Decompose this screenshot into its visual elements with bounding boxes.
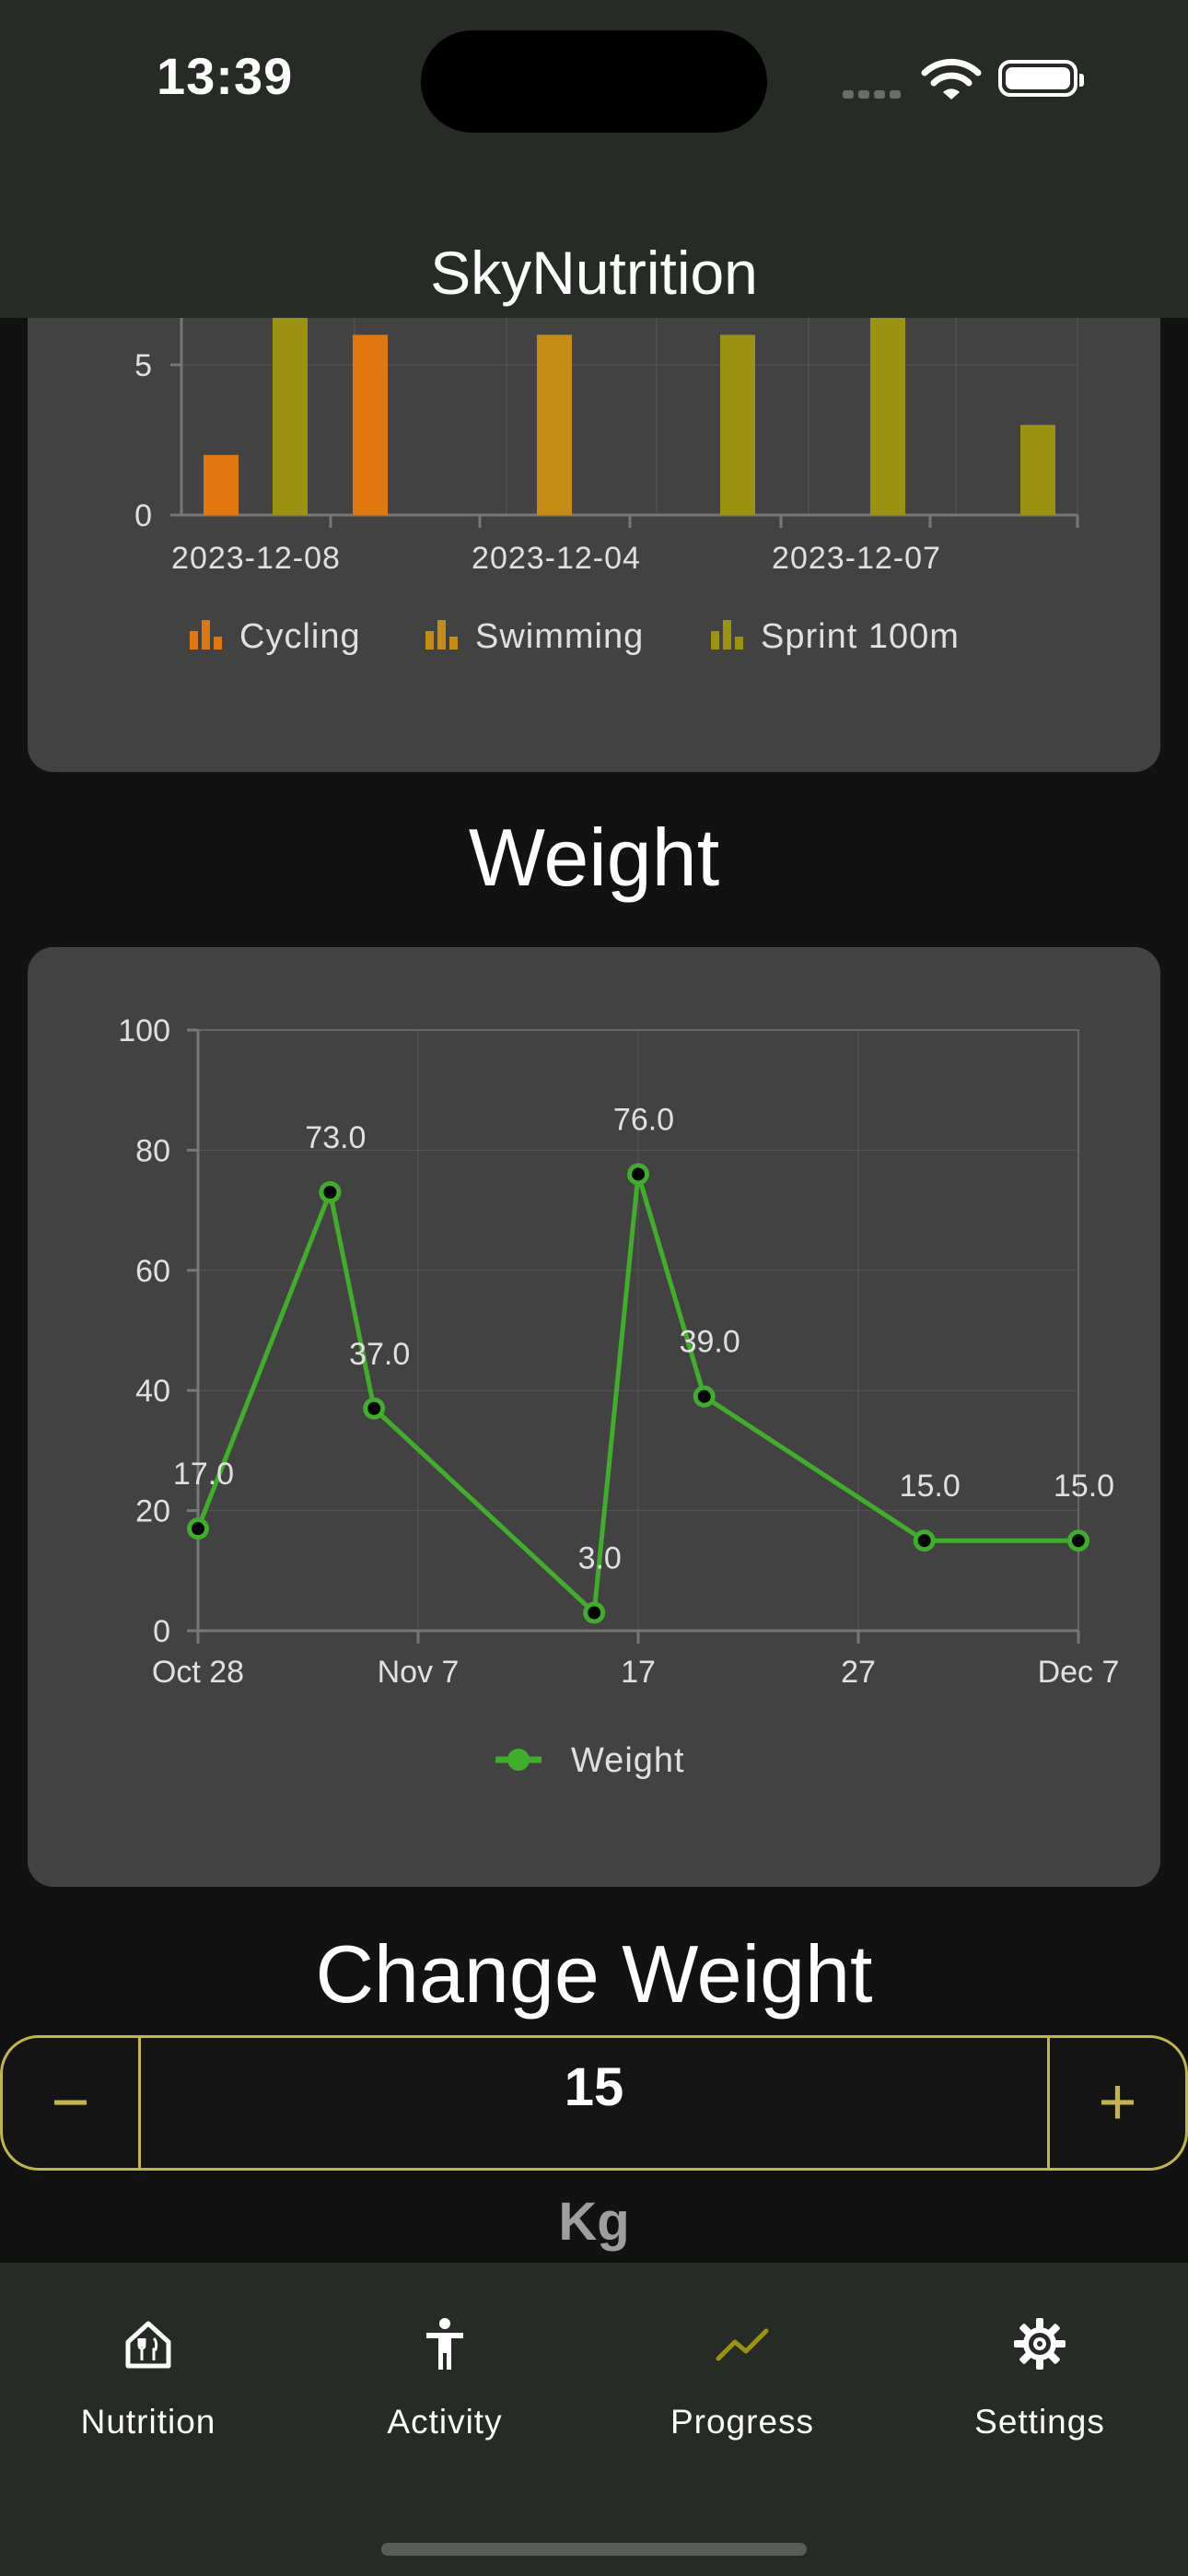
app-title: SkyNutrition: [430, 239, 758, 307]
status-time: 13:39: [157, 47, 294, 105]
bar-sprint-100m: [1020, 425, 1055, 515]
legend-label: Weight: [571, 1741, 685, 1780]
battery-icon: [998, 60, 1084, 97]
y-tick-label: 40: [135, 1374, 170, 1409]
legend-label: Cycling: [239, 617, 361, 656]
x-tick-label: 2023-12-07: [772, 541, 941, 576]
weight-chart-card: 0 20 40 60 80 100 Oct 28 Nov 7 17 27 Dec 7 17.0 73.0…: [28, 947, 1160, 1887]
data-label: 17.0: [173, 1457, 234, 1492]
nav-item-activity[interactable]: Activity: [297, 2263, 593, 2465]
y-tick-label: 20: [135, 1494, 170, 1529]
weight-stepper: − 15 +: [0, 2035, 1188, 2171]
x-tick-label: Nov 7: [378, 1655, 460, 1690]
status-bar: 13:39: [0, 0, 1188, 175]
bar-sprint-100m: [720, 334, 755, 515]
activity-chart-card: 0 5 2023-12-08 2023-12-04 2023-12-07 Cycling S…: [28, 318, 1160, 772]
x-tick-label: Dec 7: [1038, 1655, 1120, 1690]
settings-icon: [1014, 2318, 1066, 2370]
y-tick-label: 0: [134, 498, 152, 533]
data-label: 3.0: [578, 1540, 622, 1575]
dynamic-island: [421, 30, 767, 133]
activity-icon: [426, 2318, 463, 2370]
bar-swimming: [537, 334, 572, 515]
legend-label: Swimming: [475, 617, 644, 656]
home-indicator: [381, 2543, 807, 2556]
x-tick-label: 2023-12-08: [171, 541, 341, 576]
nav-item-progress[interactable]: Progress: [594, 2263, 891, 2465]
bar-cycling: [204, 454, 239, 515]
weight-line-chart: 0 20 40 60 80 100 Oct 28 Nov 7 17 27 Dec 7 17.0 73.0…: [118, 1013, 1120, 1780]
change-weight-title: Change Weight: [315, 1928, 873, 2020]
legend-label: Sprint 100m: [761, 617, 960, 656]
data-label: 39.0: [680, 1325, 740, 1360]
weight-line: [195, 1171, 1078, 1615]
bar-cycling: [353, 334, 388, 515]
x-tick-label: 27: [841, 1655, 876, 1690]
increment-button[interactable]: +: [1047, 2038, 1185, 2168]
legend-swatch-cycling: [190, 631, 198, 650]
activity-bar-chart: 0 5 2023-12-08 2023-12-04 2023-12-07 Cycling S…: [134, 318, 1079, 656]
bar-sprint-100m: [870, 318, 905, 515]
bottom-navigation: Nutrition Activity Progress: [0, 2263, 1188, 2576]
progress-icon: [716, 2328, 769, 2361]
bar-sprint-100m: [273, 318, 308, 515]
weight-unit-label: Kg: [558, 2192, 630, 2252]
data-label: 76.0: [613, 1102, 674, 1137]
data-label: 15.0: [900, 1469, 961, 1504]
x-tick-label: 17: [621, 1655, 656, 1690]
nav-item-settings[interactable]: Settings: [891, 2263, 1188, 2465]
nutrition-icon: [125, 2321, 171, 2369]
decrement-button[interactable]: −: [3, 2038, 141, 2168]
weight-value-input[interactable]: 15: [564, 2057, 624, 2117]
wifi-icon: [921, 58, 982, 100]
nav-label-progress: Progress: [670, 2403, 815, 2441]
app-bar: SkyNutrition: [0, 175, 1188, 318]
legend-swatch-sprint-100m: [711, 631, 719, 650]
x-tick-label: Oct 28: [152, 1655, 244, 1690]
y-tick-label: 0: [153, 1614, 170, 1649]
nav-label-settings: Settings: [974, 2403, 1105, 2441]
signal-icon: [843, 87, 905, 103]
y-tick-label: 80: [135, 1133, 170, 1168]
nav-label-nutrition: Nutrition: [80, 2403, 216, 2441]
weight-section-title: Weight: [468, 812, 720, 903]
y-tick-label: 60: [135, 1254, 170, 1289]
nav-item-nutrition[interactable]: Nutrition: [0, 2263, 297, 2465]
legend-swatch-swimming: [425, 631, 434, 650]
nav-label-activity: Activity: [387, 2403, 503, 2441]
data-label: 73.0: [305, 1120, 366, 1155]
data-label: 15.0: [1054, 1469, 1114, 1504]
data-label: 37.0: [349, 1337, 410, 1372]
x-tick-label: 2023-12-04: [472, 541, 641, 576]
y-tick-label: 5: [134, 348, 152, 383]
y-tick-label: 100: [118, 1013, 170, 1048]
